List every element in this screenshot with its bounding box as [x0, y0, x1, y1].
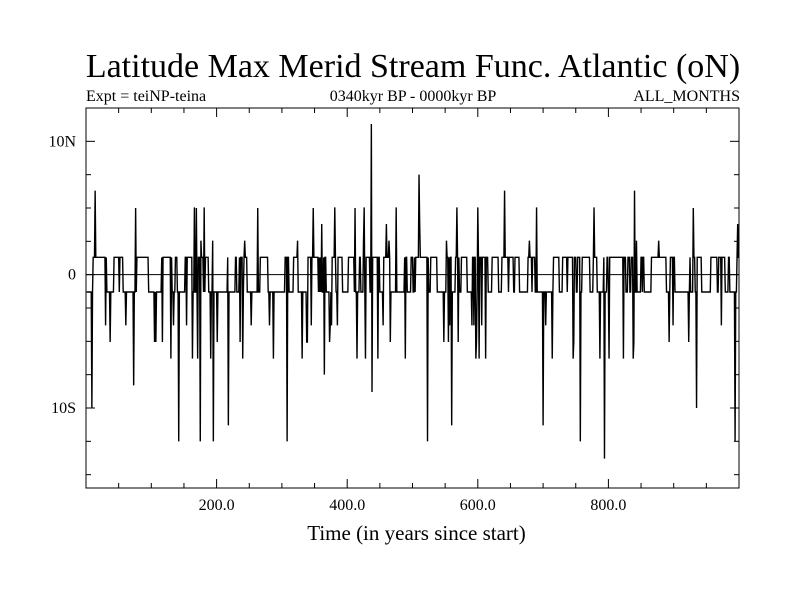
x-tick-label: 800.0 [590, 497, 626, 514]
x-axis-title: Time (in years since start) [307, 521, 526, 545]
period-label: 0340kyr BP - 0000kyr BP [329, 88, 497, 105]
y-tick-label: 10N [48, 133, 76, 150]
ticks-layer [86, 107, 739, 488]
months-label: ALL_MONTHS [633, 88, 740, 105]
plot-frame [85, 107, 740, 489]
series-line [86, 123, 740, 459]
experiment-label: Expt = teiNP-teina [86, 88, 207, 105]
x-tick-label: 600.0 [460, 497, 496, 514]
series-layer [86, 123, 740, 459]
y-tick-label: 0 [68, 267, 76, 284]
y-tick-label: 10S [51, 400, 76, 417]
x-tick-label: 400.0 [329, 497, 365, 514]
chart-title: Latitude Max Merid Stream Func. Atlantic… [85, 48, 741, 85]
x-tick-label: 200.0 [199, 497, 235, 514]
tick-labels-layer: 200.0 400.0 600.0 800.0 10N 0 10S [48, 133, 626, 514]
